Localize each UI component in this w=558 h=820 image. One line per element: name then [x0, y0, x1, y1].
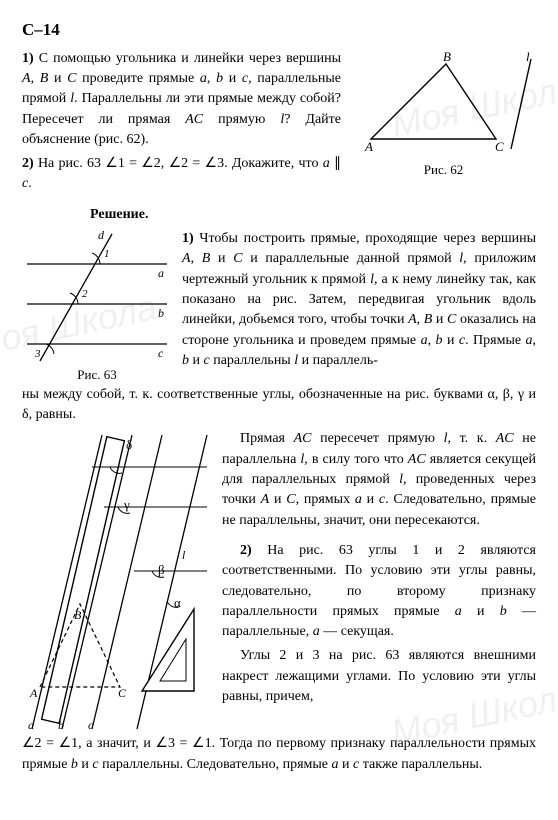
problem-2-text: 2) На рис. 63 ∠1 = ∠2, ∠2 = ∠3. Докажите…: [22, 154, 341, 195]
svg-text:c: c: [158, 346, 164, 360]
solution-1-intro: 1) Чтобы построить прямые, проходящие че…: [182, 229, 536, 371]
figure-63: a b c d 1 2 3 Рис. 63: [22, 229, 172, 385]
solution-2b-part: Углы 2 и 3 на рис. 63 являются внешними …: [222, 646, 536, 707]
svg-text:b: b: [158, 306, 164, 320]
figure-62: A B C l Рис. 62: [351, 49, 536, 180]
svg-text:a: a: [28, 718, 34, 732]
fig63-caption: Рис. 63: [22, 366, 172, 385]
problem-1-text: 1) С помощью угольника и линейки через в…: [22, 49, 341, 150]
solution-1-cont: ны между собой, т. к. соответственные уг…: [22, 385, 536, 426]
svg-text:c: c: [88, 718, 94, 732]
svg-text:1: 1: [104, 248, 110, 260]
svg-text:d: d: [98, 229, 105, 242]
svg-text:C: C: [118, 686, 127, 700]
solution-2a: 2) На рис. 63 углы 1 и 2 являются соотве…: [222, 541, 536, 642]
fig62-caption: Рис. 62: [351, 161, 536, 180]
svg-text:a: a: [158, 266, 164, 280]
svg-text:l: l: [182, 548, 186, 562]
svg-text:β: β: [158, 562, 165, 577]
solution-1-ac: Прямая AC пересечет прямую l, т. к. AC н…: [222, 429, 536, 530]
solution-heading: Решение.: [90, 205, 536, 225]
point-C-label: C: [495, 139, 504, 154]
point-B-label: B: [443, 49, 451, 64]
figure-construction: a b c l A B C δ γ β α: [22, 429, 212, 734]
svg-text:2: 2: [82, 288, 88, 300]
svg-text:γ: γ: [123, 497, 130, 512]
svg-text:3: 3: [34, 348, 41, 360]
svg-text:A: A: [29, 686, 38, 700]
solution-2b-cont: ∠2 = ∠1, а значит, и ∠3 = ∠1. Тогда по п…: [22, 734, 536, 775]
line-l-label: l: [526, 49, 530, 64]
section-header: С–14: [22, 18, 536, 43]
svg-text:B: B: [74, 608, 82, 622]
svg-text:δ: δ: [126, 437, 132, 452]
point-A-label: A: [364, 139, 373, 154]
